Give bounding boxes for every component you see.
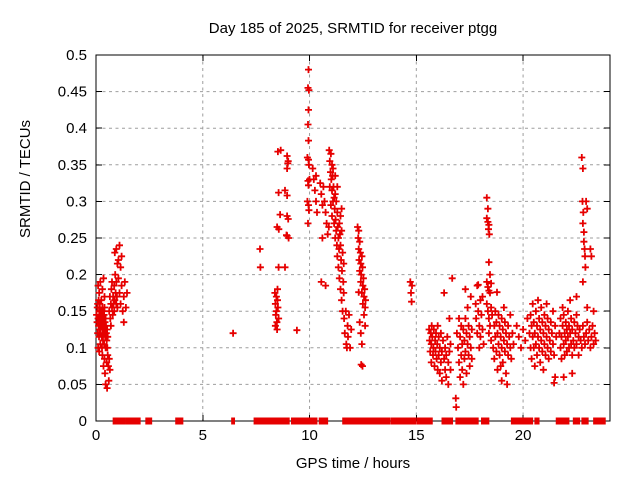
zero-value-band	[178, 417, 184, 425]
zero-value-band	[481, 417, 490, 425]
zero-value-band	[253, 417, 265, 425]
zero-value-band	[112, 417, 120, 425]
zero-value-band	[278, 417, 290, 425]
zero-value-band	[470, 417, 479, 425]
zero-value-band	[510, 417, 529, 425]
zero-value-band	[306, 417, 318, 425]
x-axis-label: GPS time / hours	[295, 455, 411, 472]
zero-value-band	[175, 417, 181, 425]
zero-value-band	[581, 417, 589, 425]
zero-value-band	[148, 417, 153, 425]
zero-value-band	[555, 417, 570, 425]
zero-value-band	[455, 417, 472, 425]
zero-value-band	[598, 417, 606, 425]
y-tick-label: 0	[79, 413, 87, 430]
zero-value-band	[125, 417, 129, 425]
zero-value-band	[145, 417, 150, 425]
y-tick-label: 0.5	[66, 47, 87, 64]
zero-value-band	[342, 417, 363, 425]
y-tick-label: 0.3	[66, 193, 87, 210]
x-tick-label: 20	[515, 427, 532, 444]
zero-value-band	[441, 417, 454, 425]
zero-value-band	[593, 417, 600, 425]
x-tick-label: 0	[92, 427, 100, 444]
zero-value-band	[136, 417, 141, 425]
zero-value-band	[290, 417, 309, 425]
x-tick-label: 5	[199, 427, 207, 444]
y-tick-label: 0.15	[58, 303, 87, 320]
data-points	[93, 66, 600, 411]
zero-value-band	[318, 417, 329, 425]
zero-value-band	[128, 417, 133, 425]
zero-value-band	[117, 417, 126, 425]
zero-value-band	[361, 417, 368, 425]
y-tick-label: 0.35	[58, 157, 87, 174]
y-tick-label: 0.05	[58, 376, 87, 393]
zero-value-band	[572, 417, 581, 425]
zero-value-band	[382, 417, 391, 425]
zero-value-band	[390, 417, 395, 425]
zero-value-band	[416, 417, 433, 425]
zero-value-band	[131, 417, 136, 425]
zero-value-band	[133, 417, 138, 425]
zero-value-band	[263, 417, 280, 425]
y-tick-label: 0.25	[58, 230, 87, 247]
zero-value-band	[393, 417, 417, 425]
y-tick-label: 0.1	[66, 340, 87, 357]
y-tick-label: 0.2	[66, 267, 87, 284]
y-tick-label: 0.4	[66, 120, 87, 137]
zero-value-band	[526, 417, 534, 425]
zero-value-band	[534, 417, 540, 425]
chart-title: Day 185 of 2025, SRMTID for receiver ptg…	[208, 20, 498, 37]
zero-value-band	[366, 417, 384, 425]
x-tick-label: 15	[408, 427, 425, 444]
x-tick-label: 10	[301, 427, 318, 444]
zero-value-band	[231, 417, 236, 425]
y-tick-label: 0.45	[58, 84, 87, 101]
